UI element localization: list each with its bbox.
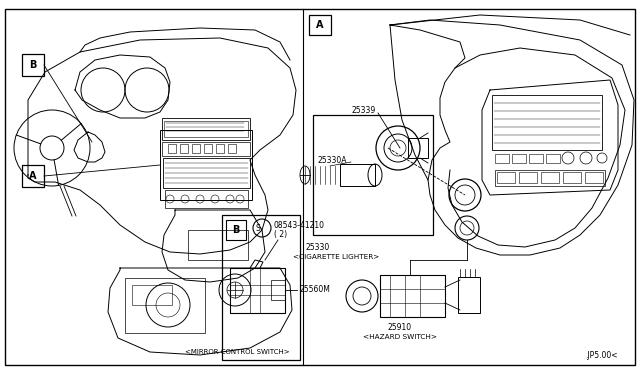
Bar bbox=[160, 130, 252, 200]
Bar bbox=[163, 158, 250, 188]
Text: .JP5.00<: .JP5.00< bbox=[586, 350, 618, 359]
Bar bbox=[380, 275, 445, 317]
Bar bbox=[132, 285, 172, 305]
Bar bbox=[495, 154, 509, 163]
Text: <CIGARETTE LIGHTER>: <CIGARETTE LIGHTER> bbox=[293, 254, 380, 260]
Bar bbox=[512, 154, 526, 163]
Bar bbox=[125, 278, 205, 333]
Bar bbox=[226, 220, 246, 240]
Text: 25560M: 25560M bbox=[299, 285, 330, 295]
Text: ( 2): ( 2) bbox=[274, 230, 287, 238]
Bar bbox=[585, 172, 603, 183]
Bar bbox=[529, 154, 543, 163]
Bar bbox=[165, 190, 248, 208]
Text: 25910: 25910 bbox=[388, 323, 412, 331]
Bar bbox=[162, 142, 250, 156]
Bar bbox=[271, 280, 285, 300]
Bar bbox=[164, 121, 248, 137]
Bar bbox=[313, 115, 433, 235]
Bar bbox=[22, 165, 44, 187]
Text: 25330: 25330 bbox=[305, 243, 329, 251]
Text: <MIRROR CONTROL SWITCH>: <MIRROR CONTROL SWITCH> bbox=[185, 349, 289, 355]
Bar bbox=[340, 164, 375, 186]
Text: 25330A: 25330A bbox=[317, 155, 346, 164]
Text: B: B bbox=[232, 225, 240, 235]
Text: S: S bbox=[255, 224, 260, 232]
Text: <HAZARD SWITCH>: <HAZARD SWITCH> bbox=[363, 334, 437, 340]
Bar bbox=[188, 230, 248, 260]
Text: A: A bbox=[29, 171, 36, 181]
Bar bbox=[162, 118, 250, 140]
Bar bbox=[546, 154, 560, 163]
Bar bbox=[192, 144, 200, 153]
Bar bbox=[495, 170, 605, 186]
Text: 08543-41210: 08543-41210 bbox=[274, 221, 325, 230]
Bar bbox=[180, 144, 188, 153]
Bar bbox=[497, 172, 515, 183]
Bar bbox=[222, 215, 300, 360]
Bar bbox=[563, 172, 581, 183]
Bar bbox=[309, 15, 331, 35]
Bar bbox=[519, 172, 537, 183]
Bar bbox=[216, 144, 224, 153]
Bar bbox=[408, 138, 428, 158]
Bar bbox=[22, 54, 44, 76]
Text: 25339: 25339 bbox=[352, 106, 376, 115]
Bar bbox=[168, 144, 176, 153]
Bar bbox=[230, 268, 285, 313]
Text: A: A bbox=[316, 20, 324, 30]
Text: B: B bbox=[29, 60, 36, 70]
Bar bbox=[492, 95, 602, 150]
Bar bbox=[204, 144, 212, 153]
Bar bbox=[541, 172, 559, 183]
Bar bbox=[228, 144, 236, 153]
Bar bbox=[458, 277, 480, 313]
